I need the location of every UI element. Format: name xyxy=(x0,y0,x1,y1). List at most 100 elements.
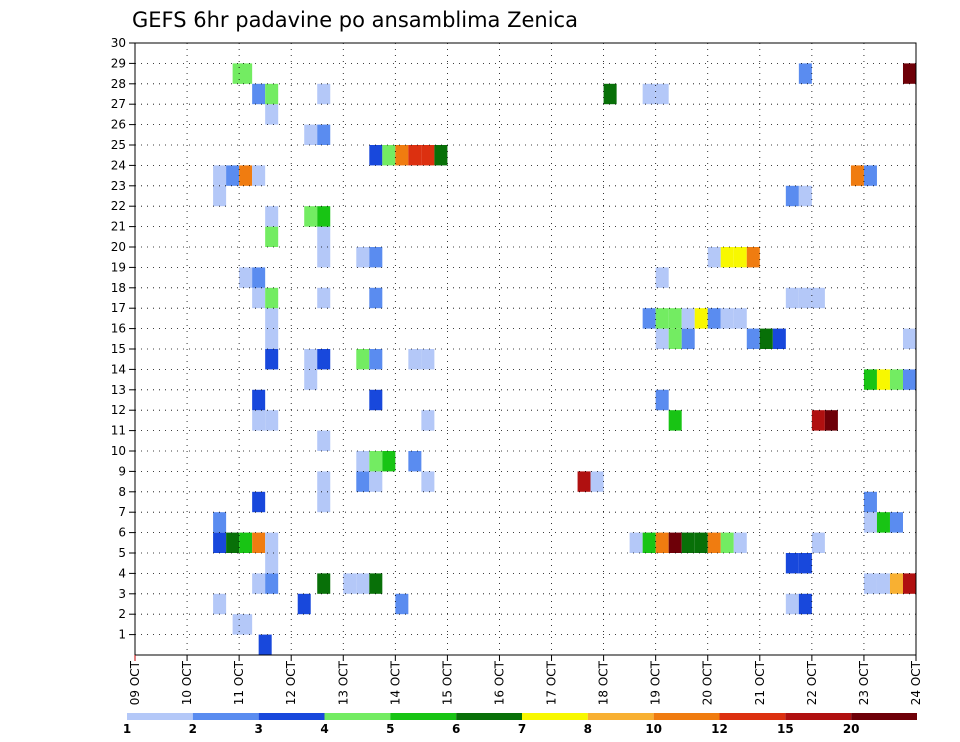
legend-label: 4 xyxy=(320,722,328,736)
x-tick-label: 13 OCT xyxy=(336,660,350,705)
precip-cell xyxy=(720,308,734,329)
x-tick-label: 19 OCT xyxy=(649,660,663,705)
precip-cell xyxy=(798,287,812,309)
precip-cell xyxy=(824,410,838,431)
chart-title: GEFS 6hr padavine po ansamblima Zenica xyxy=(132,8,578,32)
legend-swatch xyxy=(653,713,720,720)
precip-cell xyxy=(369,573,383,594)
precip-cell xyxy=(850,165,864,186)
x-tick-label: 21 OCT xyxy=(753,660,767,705)
precip-cell xyxy=(317,83,331,105)
y-tick-label: 7 xyxy=(118,505,126,519)
precip-cell xyxy=(265,532,279,553)
precip-cell xyxy=(356,451,370,472)
precip-cell xyxy=(668,328,682,349)
legend-swatch xyxy=(258,713,325,720)
precip-cell xyxy=(720,532,734,553)
legend-label: 7 xyxy=(518,722,526,736)
precip-cell xyxy=(408,145,422,166)
precip-cell xyxy=(889,512,903,533)
precip-cell xyxy=(265,410,279,431)
precip-cell xyxy=(798,593,812,615)
y-tick-label: 15 xyxy=(111,342,126,356)
x-tick-label: 15 OCT xyxy=(440,660,454,705)
y-tick-label: 5 xyxy=(118,546,126,560)
precip-cell xyxy=(811,287,825,309)
y-tick-label: 11 xyxy=(111,424,126,438)
y-tick-label: 10 xyxy=(111,444,126,458)
precip-cell xyxy=(252,573,266,594)
y-tick-label: 22 xyxy=(111,199,126,213)
y-tick-label: 24 xyxy=(111,158,126,172)
x-tick-label: 14 OCT xyxy=(388,660,402,705)
precip-cell xyxy=(213,593,227,615)
precip-cell xyxy=(265,328,279,349)
precip-cell xyxy=(681,532,695,553)
precip-cell xyxy=(720,247,734,268)
precip-cell xyxy=(655,83,669,105)
precip-cell xyxy=(317,491,331,513)
precip-cell xyxy=(317,206,331,227)
precip-cell xyxy=(902,328,916,349)
x-axis: 09 OCT 10 OCT 11 OCT 12 OCT 13 OCT 14 OCT 15 O… xyxy=(128,655,923,705)
precip-cell xyxy=(369,349,383,370)
precip-cell xyxy=(317,124,331,145)
precip-cell xyxy=(733,247,747,268)
precip-cell xyxy=(889,573,903,594)
precip-cell xyxy=(655,328,669,349)
precip-cell xyxy=(811,410,825,431)
precip-cell xyxy=(694,532,708,553)
y-tick-label: 4 xyxy=(118,566,126,580)
precip-cell xyxy=(668,308,682,329)
precip-cell xyxy=(252,83,266,105)
x-tick-label: 16 OCT xyxy=(492,660,506,705)
legend-label: 12 xyxy=(711,722,728,736)
precip-cell xyxy=(759,328,773,349)
precip-cell xyxy=(590,471,604,492)
y-tick-label: 13 xyxy=(111,383,126,397)
precip-cell xyxy=(239,165,253,186)
legend-label: 2 xyxy=(189,722,197,736)
y-tick-label: 19 xyxy=(111,260,126,274)
precipitation-cells xyxy=(213,63,916,655)
precip-cell xyxy=(655,267,669,288)
precip-cell xyxy=(395,593,409,615)
precip-cell xyxy=(252,532,266,553)
precip-cell xyxy=(317,349,331,370)
precip-cell xyxy=(265,553,279,574)
precip-cell xyxy=(258,634,272,655)
precip-cell xyxy=(603,83,617,105)
precip-cell xyxy=(369,145,383,166)
precip-cell xyxy=(408,349,422,370)
precip-cell xyxy=(265,104,279,125)
precip-cell xyxy=(239,63,253,84)
precip-cell xyxy=(863,165,877,186)
precip-cell xyxy=(304,369,318,390)
y-tick-label: 18 xyxy=(111,281,126,295)
precip-cell xyxy=(369,471,383,492)
y-tick-label: 17 xyxy=(111,301,126,315)
precip-cell xyxy=(785,287,799,309)
x-tick-label: 20 OCT xyxy=(701,660,715,705)
precip-cell xyxy=(421,410,435,431)
x-tick-label: 17 OCT xyxy=(545,660,559,705)
precip-cell xyxy=(317,247,331,268)
precip-cell xyxy=(252,389,266,411)
precip-cell xyxy=(213,185,227,207)
precip-cell xyxy=(239,614,253,635)
precip-cell xyxy=(213,512,227,533)
legend-swatch xyxy=(587,713,654,720)
precip-cell xyxy=(265,226,279,247)
precip-cell xyxy=(798,63,812,84)
y-tick-label: 28 xyxy=(111,77,126,91)
precip-cell xyxy=(252,287,266,309)
y-tick-label: 12 xyxy=(111,403,126,417)
precip-cell xyxy=(707,308,721,329)
x-tick-label: 18 OCT xyxy=(597,660,611,705)
y-tick-label: 27 xyxy=(111,97,126,111)
precip-cell xyxy=(304,124,318,145)
precip-cell xyxy=(876,369,890,390)
precip-cell xyxy=(421,145,435,166)
precip-cell xyxy=(239,532,253,553)
